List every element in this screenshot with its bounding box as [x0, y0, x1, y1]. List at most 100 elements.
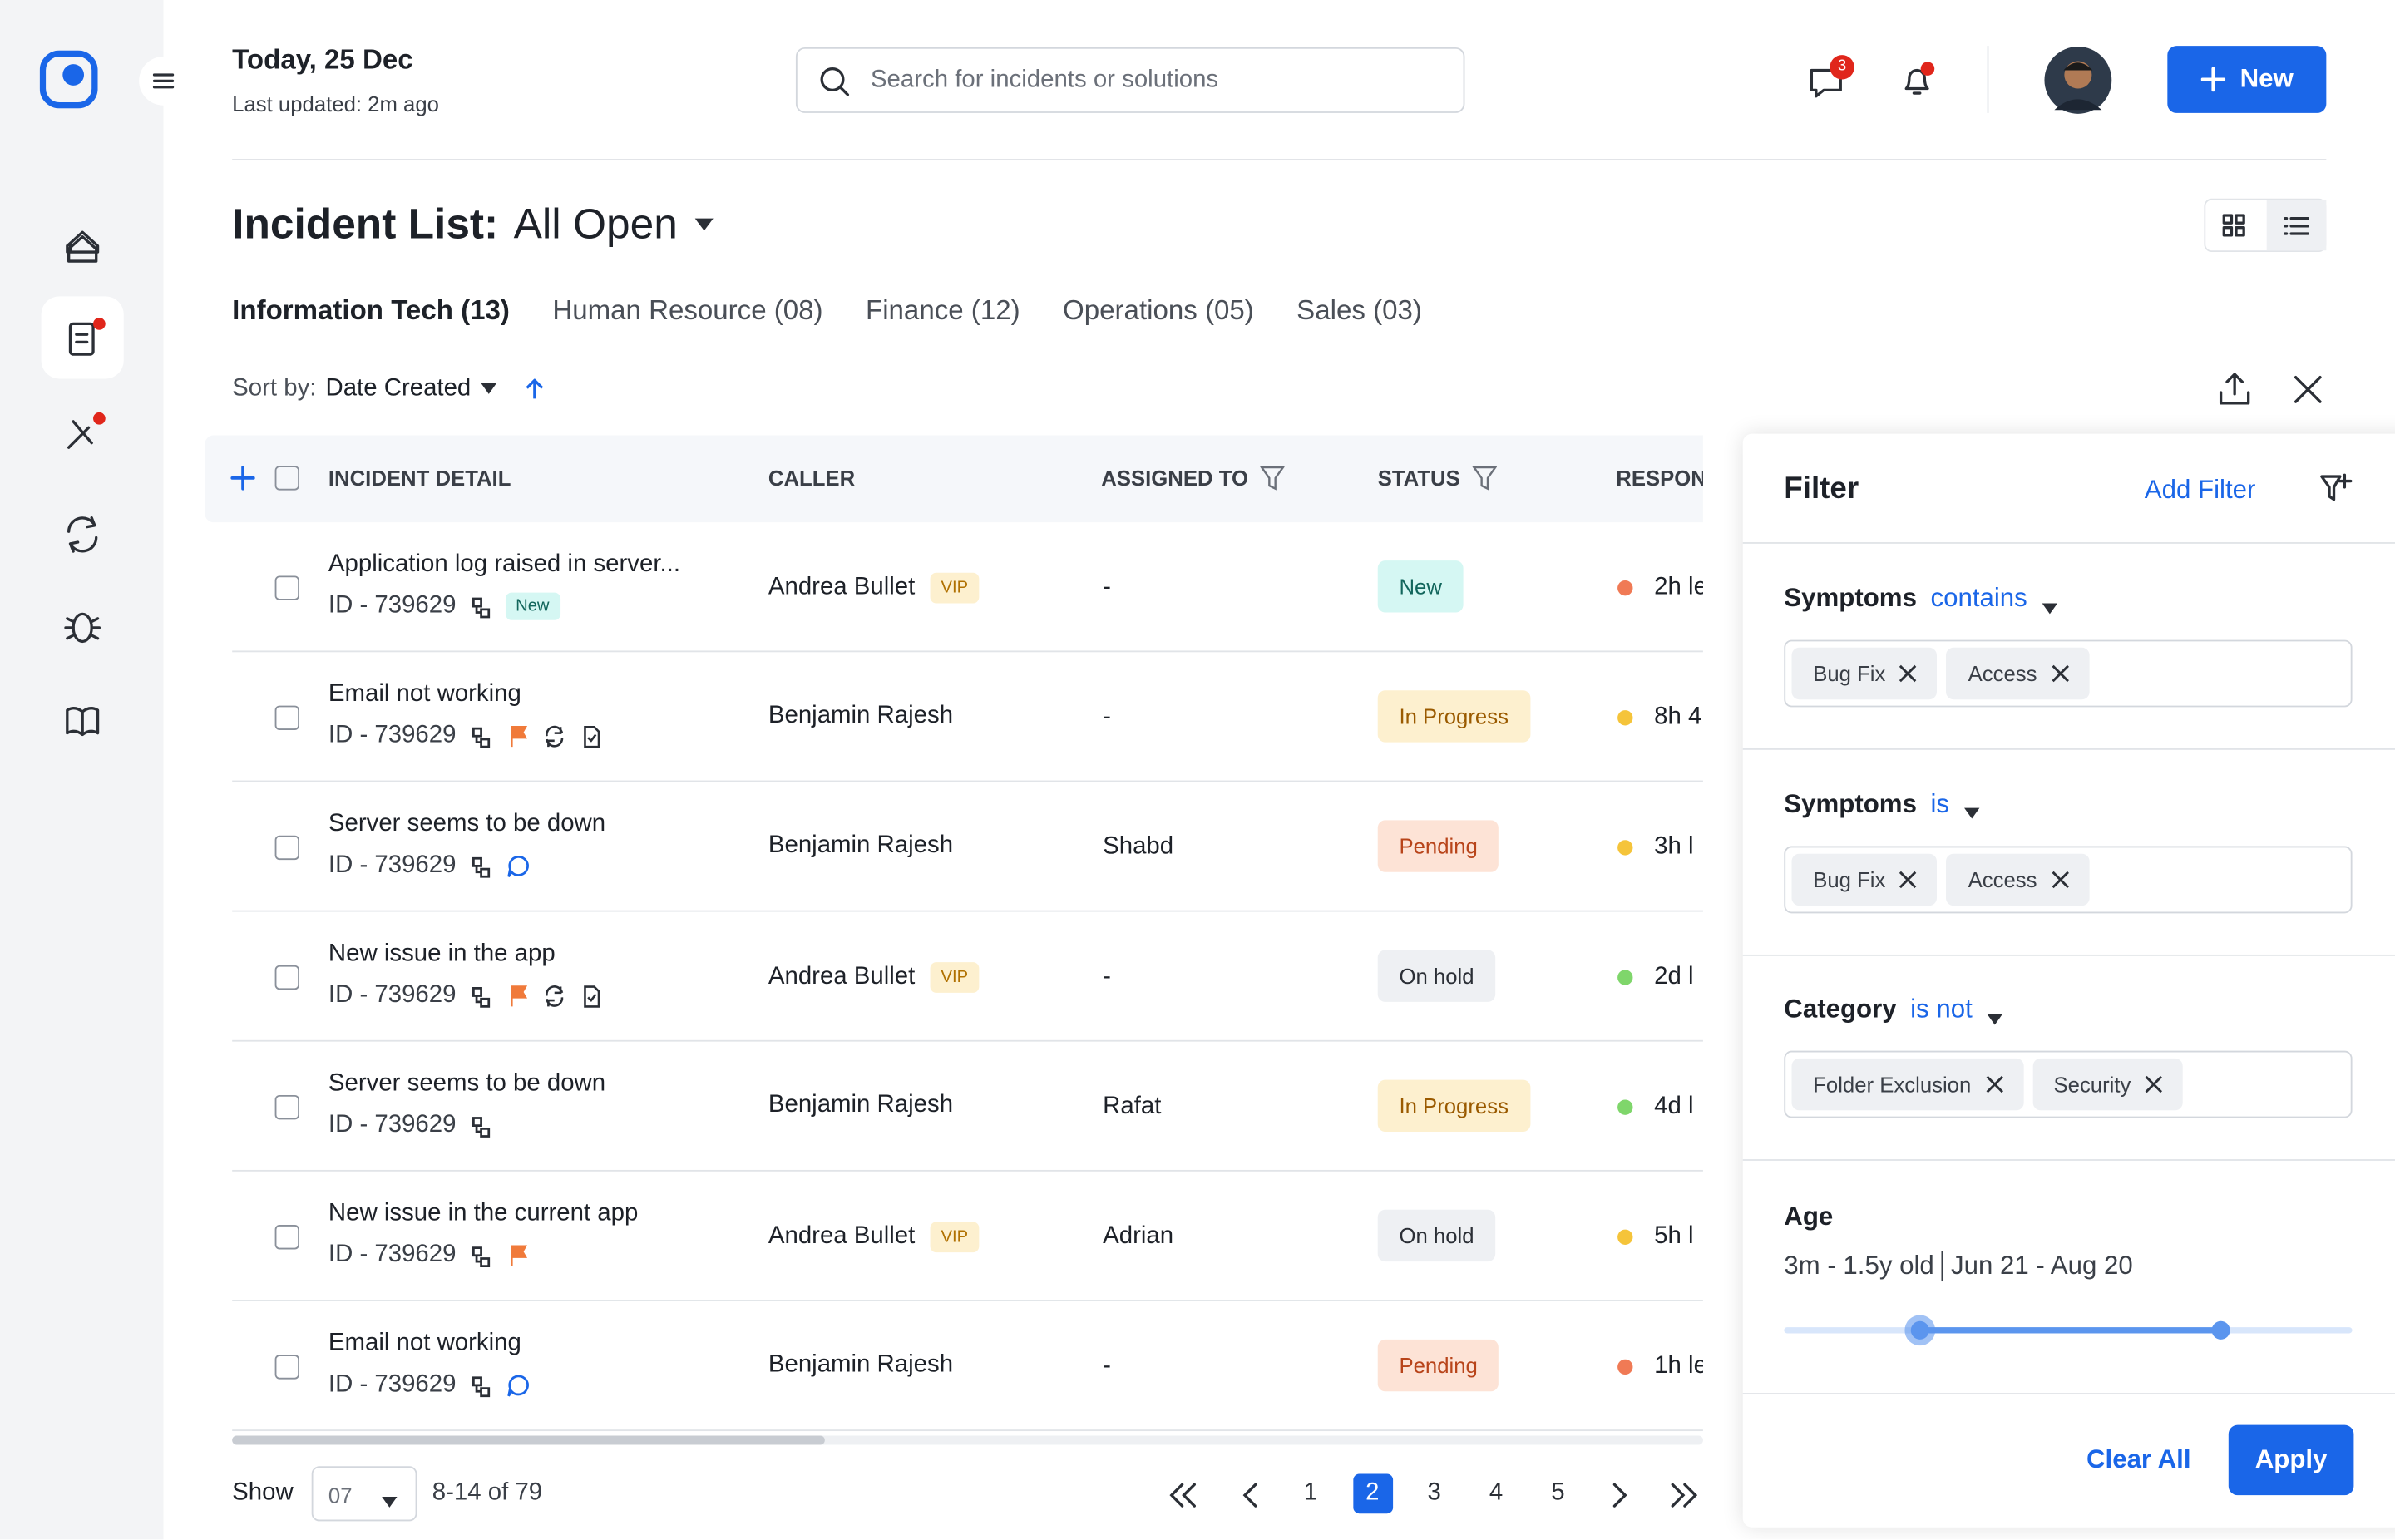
- new-button[interactable]: New: [2167, 46, 2327, 113]
- tab[interactable]: Information Tech (13): [232, 294, 510, 326]
- tab[interactable]: Finance (12): [865, 294, 1020, 326]
- incident-title: Application log raised in server...: [328, 551, 680, 578]
- page-number[interactable]: 5: [1551, 1479, 1565, 1507]
- caller: Andrea Bullet: [768, 1223, 916, 1250]
- incident-icon: [468, 853, 492, 879]
- filter-field: Symptoms: [1784, 788, 1917, 818]
- page-number[interactable]: 3: [1427, 1479, 1441, 1507]
- row-checkbox[interactable]: [274, 1094, 300, 1120]
- filter-value-box[interactable]: Bug Fix Access: [1784, 639, 2353, 708]
- row-checkbox[interactable]: [274, 835, 300, 861]
- search-box[interactable]: Search for incidents or solutions: [795, 47, 1465, 113]
- last-page: [1668, 1480, 1701, 1511]
- filter-chip[interactable]: Security: [2032, 1058, 2183, 1111]
- add-row[interactable]: [230, 466, 255, 491]
- chip-remove: [1898, 868, 1919, 890]
- filter-chip[interactable]: Bug Fix: [1791, 852, 1938, 906]
- table-row[interactable]: Application log raised in server... ID - …: [205, 522, 1703, 653]
- response: 3h l: [1654, 833, 1694, 861]
- filter-icon[interactable]: [2318, 471, 2355, 507]
- page-number[interactable]: 2: [1352, 1473, 1393, 1514]
- menu-toggle[interactable]: [139, 56, 188, 106]
- page-number[interactable]: 4: [1489, 1479, 1504, 1507]
- filter-operator[interactable]: contains: [1930, 583, 2027, 613]
- filter-value-box[interactable]: Bug Fix Access: [1784, 845, 2353, 913]
- close-icon[interactable]: [2293, 374, 2323, 405]
- row-checkbox[interactable]: [274, 1355, 300, 1380]
- incident-icon: [505, 853, 529, 879]
- filter-chip[interactable]: Access: [1946, 852, 2089, 906]
- table-row[interactable]: Server seems to be down ID - 739629 Benjam…: [205, 1042, 1703, 1172]
- filter-chip[interactable]: Folder Exclusion: [1791, 1058, 2023, 1111]
- page-range: 8-14 of 79: [432, 1479, 543, 1507]
- filter-panel: Filter Add Filter Symptoms contains Bug Fi…: [1742, 433, 2395, 1528]
- assigned-to: Shabd: [1103, 833, 1174, 861]
- column-header: STATUS: [1378, 466, 1498, 491]
- caller-cell: Benjamin Rajesh: [768, 1352, 953, 1380]
- chip-label: Security: [2053, 1072, 2131, 1097]
- incident-icon: [505, 1242, 529, 1268]
- caller-cell: Benjamin Rajesh: [768, 1092, 953, 1119]
- operator-caret: [1986, 1003, 2004, 1024]
- incident-title: Email not working: [328, 681, 521, 708]
- operator-caret: [1963, 797, 1982, 819]
- clear-all[interactable]: Clear All: [2086, 1444, 2191, 1474]
- assigned-to: -: [1103, 963, 1111, 990]
- notifications-icon[interactable]: [1899, 61, 1941, 101]
- filter-operator[interactable]: is: [1930, 788, 1950, 818]
- column-label: CALLER: [768, 466, 856, 491]
- column-header: CALLER: [768, 466, 855, 490]
- new-badge: New: [505, 592, 560, 620]
- row-checkbox[interactable]: [274, 965, 300, 990]
- row-checkbox[interactable]: [274, 1225, 300, 1250]
- age-slider[interactable]: [1784, 1315, 2353, 1346]
- row-checkbox[interactable]: [274, 705, 300, 730]
- caller: Benjamin Rajesh: [768, 1092, 954, 1118]
- chip-remove: [2049, 868, 2071, 890]
- tab[interactable]: Operations (05): [1063, 294, 1254, 326]
- table-row[interactable]: Server seems to be down ID - 739629 Benjam…: [205, 782, 1703, 912]
- page-number[interactable]: 1: [1303, 1479, 1318, 1507]
- row-divider: [232, 780, 1703, 782]
- column-label: INCIDENT DETAIL: [328, 466, 511, 491]
- filter-value-box[interactable]: Folder Exclusion Security: [1784, 1050, 2353, 1118]
- filter-group-header: Symptoms is: [1784, 789, 1981, 820]
- slider-handle[interactable]: [2211, 1320, 2230, 1340]
- priority-dot: [1617, 840, 1633, 856]
- filter-chip[interactable]: Access: [1946, 647, 2089, 700]
- pagination: Show 07 8-14 of 79 1 2 3 4 5: [232, 1466, 1703, 1524]
- scroll-thumb[interactable]: [232, 1435, 825, 1445]
- assigned-to: -: [1103, 574, 1111, 600]
- select-all[interactable]: [274, 466, 300, 491]
- avatar[interactable]: [2044, 46, 2113, 115]
- filter-chip[interactable]: Bug Fix: [1791, 647, 1938, 700]
- incident-id-line: ID - 739629: [328, 723, 603, 750]
- view-toggle[interactable]: [2204, 198, 2327, 253]
- filter-field: Symptoms: [1784, 583, 1917, 613]
- assigned-to: Adrian: [1103, 1223, 1174, 1250]
- add-filter[interactable]: Add Filter: [2144, 475, 2256, 505]
- filter-group-header: Category is not: [1784, 995, 2004, 1025]
- new-button-label: New: [2239, 64, 2294, 94]
- nav-icons[interactable]: [0, 199, 164, 764]
- table-row[interactable]: New issue in the app ID - 739629 Andrea Bu…: [205, 912, 1703, 1042]
- row-divider: [232, 1039, 1703, 1042]
- sort[interactable]: Sort by: Date Created: [232, 376, 544, 403]
- export-icon[interactable]: [2216, 371, 2253, 407]
- apply-button[interactable]: Apply: [2228, 1424, 2354, 1496]
- tab[interactable]: Sales (03): [1296, 294, 1422, 326]
- table-row[interactable]: New issue in the current app ID - 739629 A…: [205, 1172, 1703, 1301]
- row-checkbox[interactable]: [274, 575, 300, 600]
- title-view[interactable]: All Open: [513, 200, 678, 248]
- table-row[interactable]: Email not working ID - 739629 Benjamin Raj…: [205, 652, 1703, 782]
- incident-id: ID - 739629: [328, 851, 457, 879]
- filter-operator[interactable]: is not: [1910, 994, 1973, 1024]
- table-row[interactable]: Email not working ID - 739629 Benjamin Raj…: [205, 1301, 1703, 1432]
- sort-value: Date Created: [325, 375, 472, 402]
- status-pill: New: [1377, 560, 1464, 613]
- status-pill: On hold: [1377, 950, 1496, 1002]
- page-size-select[interactable]: 07: [311, 1466, 417, 1522]
- tab[interactable]: Human Resource (08): [552, 294, 823, 326]
- date: Today, 25 Dec: [232, 44, 413, 76]
